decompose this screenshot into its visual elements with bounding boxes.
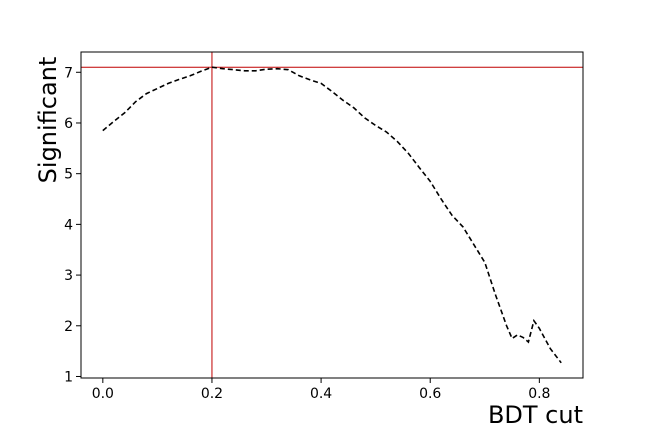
y-tick-label: 1 <box>64 369 73 385</box>
y-tick-label: 4 <box>64 217 73 233</box>
x-tick-label: 0.8 <box>528 386 550 402</box>
y-axis-title: Significant <box>34 57 62 184</box>
y-tick-label: 2 <box>64 319 73 335</box>
y-tick-label: 7 <box>64 65 73 81</box>
x-axis-title: BDT cut <box>488 401 583 429</box>
y-tick-label: 5 <box>64 167 73 183</box>
y-axis: 1 2 3 4 5 6 7 <box>64 65 81 385</box>
x-tick-label: 0.4 <box>310 386 332 402</box>
x-tick-label: 0.2 <box>201 386 223 402</box>
reference-lines <box>81 52 583 378</box>
x-axis: 0.0 0.2 0.4 0.6 0.8 <box>92 378 550 402</box>
plot-frame <box>80 51 584 379</box>
y-tick-label: 6 <box>64 116 73 132</box>
y-tick-label: 3 <box>64 268 73 284</box>
x-tick-label: 0.6 <box>419 386 441 402</box>
series-line <box>102 66 562 364</box>
x-tick-label: 0.0 <box>92 386 114 402</box>
